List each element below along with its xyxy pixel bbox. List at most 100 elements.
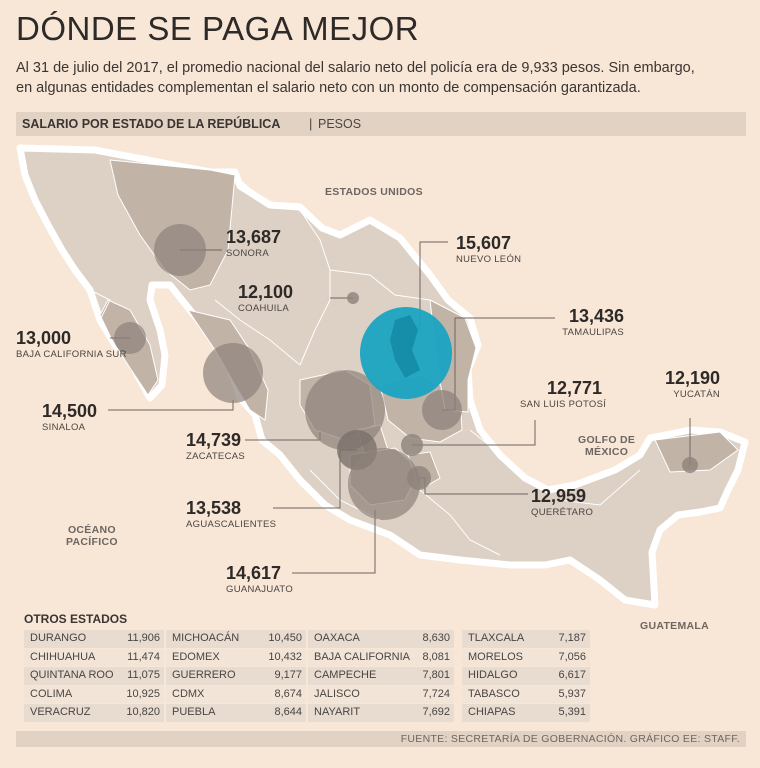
row-state: GUERRERO (172, 669, 236, 681)
value-aguascalientes: 13,538 (186, 498, 242, 518)
table-row: QUINTANA ROO 11,075 (24, 667, 164, 686)
row-state: COLIMA (30, 687, 73, 700)
table-row: OAXACA 8,630 (308, 630, 454, 649)
bubble-zacatecas (305, 370, 385, 450)
section-separator: | (309, 116, 313, 131)
name-slp: SAN LUIS POTOSÍ (520, 399, 607, 410)
label-slp: 12,771 SAN LUIS POTOSÍ (520, 378, 607, 410)
row-state: CHIHUAHUA (30, 650, 96, 663)
table-row: JALISCO 7,724 (308, 685, 454, 704)
name-queretaro: QUERÉTARO (531, 507, 594, 518)
row-value: 10,450 (268, 632, 302, 644)
label-ocean: OCÉANO PACÍFICO (66, 524, 118, 548)
label-coahuila: 12,100 COAHUILA (238, 282, 293, 314)
mexico-map (16, 144, 749, 609)
table-row: TLAXCALA 7,187 (462, 630, 590, 649)
name-guanajuato: GUANAJUATO (226, 584, 294, 595)
row-state: TABASCO (468, 687, 520, 700)
row-state: JALISCO (314, 687, 360, 700)
label-queretaro: 12,959 QUERÉTARO (531, 486, 593, 518)
row-value: 7,801 (422, 669, 450, 681)
value-tamaulipas: 13,436 (568, 306, 624, 326)
others-column-2: MICHOACÁN 10,450 EDOMEX 10,432 GUERRERO 9,1… (166, 630, 306, 723)
row-value: 10,432 (268, 650, 302, 663)
row-value: 10,925 (126, 687, 160, 700)
row-state: OAXACA (314, 632, 360, 644)
subtitle-line-1: Al 31 de julio del 2017, el promedio nac… (16, 60, 695, 76)
table-row: COLIMA 10,925 (24, 685, 164, 704)
label-gulf: GOLFO DE MÉXICO (578, 434, 635, 458)
table-row: TABASCO 5,937 (462, 685, 590, 704)
label-gulf-line-1: GOLFO DE (578, 434, 636, 446)
page-title: DÓNDE SE PAGA MEJOR (16, 10, 420, 47)
label-guanajuato: 14,617 GUANAJUATO (226, 563, 293, 595)
leader-nuevo-leon (419, 241, 448, 330)
name-tamaulipas: TAMAULIPAS (562, 327, 624, 338)
row-value: 7,056 (558, 650, 586, 663)
value-guanajuato: 14,617 (226, 563, 282, 583)
salary-bubbles (114, 224, 698, 520)
section-title: SALARIO POR ESTADO DE LA REPÚBLICA (22, 117, 281, 131)
bubble-queretaro (407, 466, 431, 490)
row-value: 8,644 (274, 706, 302, 718)
row-state: CAMPECHE (314, 669, 377, 681)
value-slp: 12,771 (546, 378, 602, 398)
label-nuevo-leon: 15,607 NUEVO LEÓN (456, 233, 521, 265)
row-state: MICHOACÁN (172, 632, 240, 644)
bubble-guanajuato (348, 448, 420, 520)
row-value: 5,937 (558, 687, 586, 700)
table-row: BAJA CALIFORNIA 8,081 (308, 648, 454, 667)
leader-sinaloa (108, 400, 234, 411)
bubble-slp (422, 390, 462, 430)
label-yucatan: 12,190 YUCATÁN (656, 368, 720, 400)
source-text: FUENTE: SECRETARÍA DE GOBERNACIÓN. GRÁFI… (400, 733, 740, 745)
section-header: SALARIO POR ESTADO DE LA REPÚBLICA | PES… (16, 112, 746, 136)
row-value: 11,075 (127, 669, 160, 681)
subtitle-line-2: en algunas entidades complementan el sal… (16, 80, 641, 96)
value-zacatecas: 14,739 (186, 430, 242, 450)
value-bcs: 13,000 (16, 328, 72, 348)
name-aguascalientes: AGUASCALIENTES (186, 519, 277, 530)
value-queretaro: 12,959 (531, 486, 587, 506)
table-row: DURANGO 11,906 (24, 630, 164, 649)
bubble-yucatan (682, 457, 698, 473)
table-row: CHIHUAHUA 11,474 (24, 648, 164, 667)
name-bcs: BAJA CALIFORNIA SUR (16, 349, 127, 360)
bubble-bcs (114, 322, 146, 354)
name-yucatan: YUCATÁN (673, 389, 720, 400)
name-zacatecas: ZACATECAS (186, 451, 246, 462)
row-state: QUINTANA ROO (30, 669, 114, 681)
table-row: CAMPECHE 7,801 (308, 667, 454, 686)
table-row: GUERRERO 9,177 (166, 667, 306, 686)
label-sonora: 13,687 SONORA (226, 227, 281, 259)
row-value: 11,474 (127, 650, 160, 663)
name-sinaloa: SINALOA (42, 422, 86, 433)
label-sinaloa: 14,500 SINALOA (42, 401, 97, 433)
nuevo-leon-shape (390, 315, 420, 378)
value-sonora: 13,687 (226, 227, 282, 247)
others-column-4: TLAXCALA 7,187 MORELOS 7,056 HIDALGO 6,617 … (462, 630, 590, 723)
row-value: 8,081 (422, 650, 450, 663)
others-column-1: DURANGO 11,906 CHIHUAHUA 11,474 QUINTANA R… (24, 630, 164, 723)
row-value: 6,617 (558, 669, 586, 681)
row-value: 5,391 (558, 706, 586, 718)
label-guatemala: GUATEMALA (640, 620, 709, 632)
name-coahuila: COAHUILA (238, 303, 289, 314)
row-value: 11,906 (127, 632, 160, 644)
table-row: HIDALGO 6,617 (462, 667, 590, 686)
row-state: NAYARIT (314, 706, 361, 718)
bubble-sinaloa (203, 343, 263, 403)
name-nuevo-leon: NUEVO LEÓN (456, 254, 522, 265)
name-sonora: SONORA (226, 248, 269, 259)
value-sinaloa: 14,500 (42, 401, 98, 421)
others-column-3: OAXACA 8,630 BAJA CALIFORNIA 8,081 CAMPECH… (308, 630, 454, 723)
section-unit: PESOS (318, 117, 362, 131)
leader-slp (412, 420, 536, 446)
bubble-coahuila (347, 292, 359, 304)
table-row: PUEBLA 8,644 (166, 704, 306, 723)
row-value: 10,820 (126, 706, 160, 718)
table-row: CDMX 8,674 (166, 685, 306, 704)
label-ocean-line-2: PACÍFICO (66, 536, 118, 548)
row-state: MORELOS (468, 650, 524, 663)
row-value: 8,630 (422, 632, 450, 644)
